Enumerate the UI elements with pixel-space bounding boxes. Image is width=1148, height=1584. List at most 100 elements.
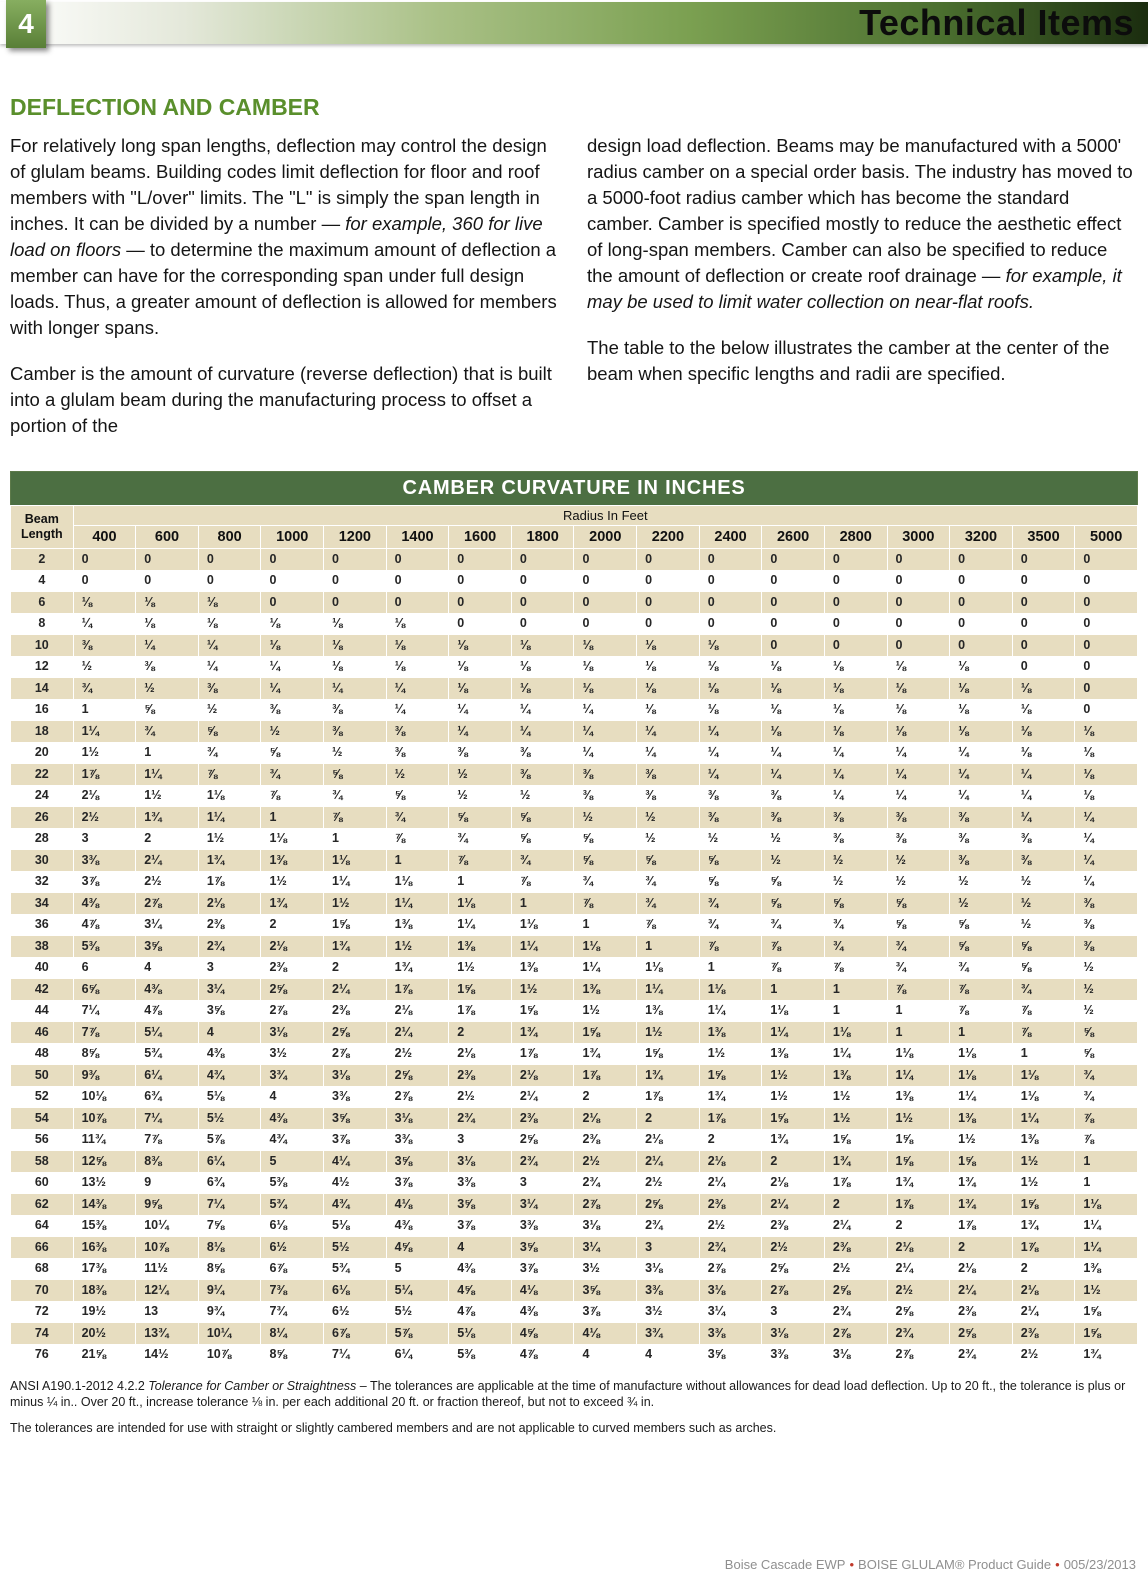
camber-value-cell: ⅜: [698, 784, 763, 807]
camber-value-cell: 1½: [636, 1021, 700, 1044]
camber-value-cell: ⅛: [1011, 741, 1076, 764]
camber-value-cell: 1¾: [761, 1128, 825, 1151]
camber-value-cell: 1⅛: [949, 1042, 1013, 1065]
camber-value-cell: 1¾: [260, 892, 325, 915]
camber-value-cell: 4⅝: [448, 1279, 512, 1302]
camber-table: CAMBER CURVATURE IN INCHES Beam Length R…: [10, 471, 1139, 1366]
camber-value-cell: 5: [260, 1150, 325, 1173]
camber-value-cell: 2⅜: [510, 1107, 575, 1130]
camber-value-cell: 2⅜: [323, 999, 387, 1022]
camber-value-cell: 5¾: [323, 1257, 387, 1280]
camber-value-cell: 2⅛: [761, 1171, 825, 1194]
camber-value-cell: 1⅛: [448, 892, 512, 915]
camber-value-cell: ⅛: [698, 677, 763, 700]
camber-value-cell: 2¼: [761, 1193, 825, 1216]
camber-value-cell: 1⅜: [510, 956, 575, 979]
camber-value-cell: ¼: [510, 720, 575, 743]
camber-value-cell: ¾: [323, 784, 387, 807]
camber-value-cell: 15⅜: [72, 1214, 137, 1237]
radius-col-header: 2200: [636, 525, 700, 549]
camber-value-cell: 3: [72, 827, 137, 850]
camber-value-cell: ½: [510, 784, 575, 807]
table-row: 26 2½ 1¾ 1¼ 1 ⅞ ¾ ⅝ ⅝ ½ ½ ⅜ ⅜ ⅜ ⅜ ⅜ ¼ ¼: [10, 806, 1138, 829]
camber-value-cell: ¼: [1074, 806, 1138, 829]
camber-value-cell: 2⅞: [823, 1322, 888, 1345]
camber-value-cell: 10⅛: [72, 1085, 137, 1108]
camber-value-cell: 3: [636, 1236, 700, 1259]
section-heading: DEFLECTION AND CAMBER: [10, 94, 320, 120]
camber-value-cell: ⅛: [385, 634, 450, 657]
camber-value-cell: 2⅛: [72, 784, 137, 807]
camber-value-cell: ⅛: [823, 698, 888, 721]
camber-value-cell: 4¾: [197, 1064, 262, 1087]
camber-value-cell: 2⅛: [636, 1128, 700, 1151]
camber-value-cell: 1⅝: [510, 999, 575, 1022]
camber-value-cell: 3⅝: [385, 1150, 450, 1173]
camber-value-cell: 0: [1074, 698, 1138, 721]
camber-value-cell: 2½: [1011, 1343, 1076, 1366]
camber-value-cell: 1⅞: [448, 999, 512, 1022]
table-row: 76 21⅝ 14½ 10⅞ 8⅝ 7¼ 6¼ 5⅜ 4⅞ 4 4 3⅝ 3⅜ 3⅛ 2⅞ 2¾ 2½ 1¾: [10, 1343, 1138, 1366]
camber-value-cell: 4⅜: [72, 892, 137, 915]
camber-value-cell: 1¼: [636, 978, 700, 1001]
camber-value-cell: 6¾: [135, 1085, 199, 1108]
camber-value-cell: 1⅞: [573, 1064, 638, 1087]
camber-value-cell: 2½: [886, 1279, 951, 1302]
camber-value-cell: 6⅞: [260, 1257, 325, 1280]
camber-value-cell: ⅞: [1011, 999, 1076, 1022]
camber-value-cell: 1½: [1011, 1150, 1076, 1173]
camber-value-cell: 0: [949, 591, 1013, 614]
camber-value-cell: 9: [135, 1171, 199, 1194]
camber-value-cell: 6⅛: [323, 1279, 387, 1302]
beam-length-cell: 58: [10, 1150, 74, 1173]
camber-value-cell: 0: [323, 548, 387, 571]
camber-value-cell: 1⅝: [636, 1042, 700, 1065]
camber-value-cell: ⅛: [823, 655, 888, 678]
camber-value-cell: 2⅛: [949, 1257, 1013, 1280]
camber-value-cell: 5½: [197, 1107, 262, 1130]
camber-value-cell: 7¼: [323, 1343, 387, 1366]
radius-col-header: 1400: [385, 525, 450, 549]
table-row: 14 ¾ ½ ⅜ ¼ ¼ ¼ ⅛ ⅛ ⅛ ⅛ ⅛ ⅛ ⅛ ⅛ ⅛ ⅛ 0: [10, 677, 1138, 700]
camber-value-cell: ⅝: [197, 720, 262, 743]
radius-col-header: 1600: [448, 525, 512, 549]
camber-value-cell: 1⅝: [823, 1128, 888, 1151]
radius-col-header: 3500: [1011, 525, 1076, 549]
camber-value-cell: ¾: [72, 677, 137, 700]
camber-value-cell: 0: [886, 591, 951, 614]
camber-value-cell: 1: [323, 827, 387, 850]
page-title: Technical Items: [859, 2, 1134, 43]
camber-value-cell: ¼: [385, 677, 450, 700]
camber-value-cell: 4⅜: [385, 1214, 450, 1237]
radius-values-row: 400 600 800 1000 1200 1400 1600 1800 2000 2200 240…: [11, 525, 1138, 549]
beam-length-cell: 60: [10, 1171, 74, 1194]
camber-value-cell: ⅛: [949, 655, 1013, 678]
camber-value-cell: ¾: [1074, 1085, 1138, 1108]
camber-value-cell: 2: [823, 1193, 888, 1216]
camber-value-cell: ⅞: [260, 784, 325, 807]
camber-value-cell: 1⅜: [260, 849, 325, 872]
camber-value-cell: 1⅜: [573, 978, 638, 1001]
camber-value-cell: 4½: [323, 1171, 387, 1194]
camber-value-cell: 2: [448, 1021, 512, 1044]
camber-value-cell: 3⅝: [448, 1193, 512, 1216]
camber-value-cell: 3⅛: [761, 1322, 825, 1345]
camber-value-cell: 2⅝: [323, 1021, 387, 1044]
beam-length-cell: 8: [10, 612, 74, 635]
radius-col-header: 2800: [823, 525, 888, 549]
table-row: 22 1⅞ 1¼ ⅞ ¾ ⅝ ½ ½ ⅜ ⅜ ⅜ ¼ ¼ ¼ ¼ ¼ ¼ ⅛: [10, 763, 1138, 786]
beam-length-cell: 30: [10, 849, 74, 872]
camber-value-cell: ⅛: [385, 612, 450, 635]
camber-value-cell: 3½: [573, 1257, 638, 1280]
camber-value-cell: 6¼: [197, 1150, 262, 1173]
camber-value-cell: 2½: [385, 1042, 450, 1065]
camber-value-cell: 2: [636, 1107, 700, 1130]
camber-value-cell: 1¾: [636, 1064, 700, 1087]
camber-value-cell: 3⅜: [323, 1085, 387, 1108]
camber-value-cell: ⅞: [823, 956, 888, 979]
camber-value-cell: ½: [1011, 913, 1076, 936]
camber-value-cell: 2½: [823, 1257, 888, 1280]
camber-value-cell: 2⅝: [636, 1193, 700, 1216]
radius-col-header: 1200: [323, 525, 387, 549]
camber-value-cell: ⅞: [949, 999, 1013, 1022]
